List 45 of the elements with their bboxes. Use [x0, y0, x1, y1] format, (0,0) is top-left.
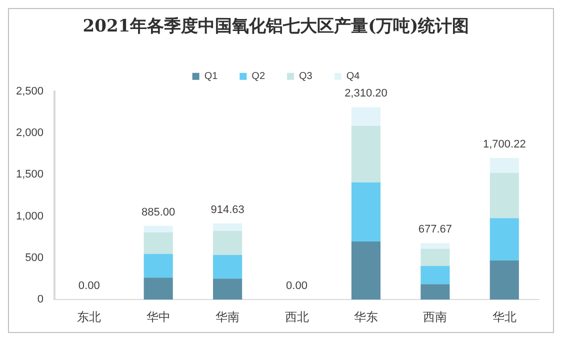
- x-tick-label: 华中: [146, 310, 170, 324]
- x-tick-label: 西北: [284, 310, 309, 324]
- legend-label: Q3: [299, 71, 313, 82]
- chart-title: 2021年各季度中国氧化铝七大区产量(万吨)统计图: [82, 16, 470, 37]
- bar: [490, 172, 519, 218]
- bar: [420, 284, 450, 300]
- y-tick-label: 0: [37, 294, 44, 306]
- legend-label: Q4: [346, 71, 360, 82]
- bar: [351, 182, 381, 242]
- y-tick-label: 500: [25, 252, 44, 264]
- total-label: 0.00: [78, 280, 100, 292]
- x-tick-label: 华南: [216, 310, 240, 324]
- bar: [144, 254, 173, 278]
- bar: [351, 126, 381, 182]
- bar: [213, 278, 242, 300]
- bar: [420, 248, 450, 266]
- total-label: 0.00: [286, 280, 308, 292]
- total-label: 1,700.22: [482, 138, 526, 151]
- bar: [144, 232, 173, 254]
- total-label: 677.67: [418, 224, 452, 236]
- bar: [351, 242, 381, 300]
- bar: [144, 226, 173, 232]
- bar: [420, 243, 450, 249]
- legend-label: Q2: [252, 71, 266, 82]
- bar: [213, 254, 242, 279]
- y-tick-label: 1,000: [16, 210, 44, 222]
- total-label: 2,310.20: [344, 88, 388, 100]
- bar: [213, 230, 242, 255]
- x-tick-label: 西南: [423, 310, 448, 324]
- y-tick-label: 2,500: [16, 85, 44, 98]
- bar: [420, 266, 450, 284]
- legend-label: Q1: [204, 71, 218, 82]
- bar: [213, 223, 242, 231]
- bar: [351, 107, 381, 126]
- bar: [490, 260, 519, 300]
- bar: [490, 218, 519, 260]
- x-tick-label: 华东: [354, 310, 378, 324]
- y-tick-label: 1,500: [16, 168, 44, 181]
- bar: [144, 278, 173, 300]
- x-tick-label: 东北: [77, 310, 102, 324]
- x-tick-label: 华北: [492, 310, 516, 324]
- bar: [490, 158, 519, 173]
- total-label: 885.00: [142, 206, 176, 218]
- y-tick-label: 2,000: [16, 127, 44, 140]
- total-label: 914.63: [210, 204, 244, 216]
